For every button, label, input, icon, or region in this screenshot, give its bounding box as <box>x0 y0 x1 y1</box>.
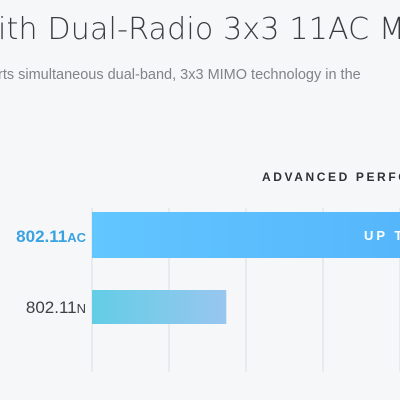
category-label-802-11n: 802.11N <box>26 298 86 317</box>
page-headline: ith Dual-Radio 3x3 11AC M <box>0 12 400 47</box>
category-label-main: 802.11 <box>16 227 67 246</box>
bar-data-label: UP T <box>364 228 400 243</box>
chart-title: ADVANCED PERFO <box>262 170 400 184</box>
category-label-suffix: AC <box>67 230 86 245</box>
category-label-main: 802.11 <box>26 298 77 317</box>
category-label-suffix: N <box>77 301 86 316</box>
category-label-802-11ac: 802.11AC <box>16 227 86 246</box>
page-subheadline: rts simultaneous dual-band, 3x3 MIMO tec… <box>0 67 361 83</box>
bar-802-11ac <box>92 212 400 258</box>
bar-802-11n <box>92 290 227 324</box>
